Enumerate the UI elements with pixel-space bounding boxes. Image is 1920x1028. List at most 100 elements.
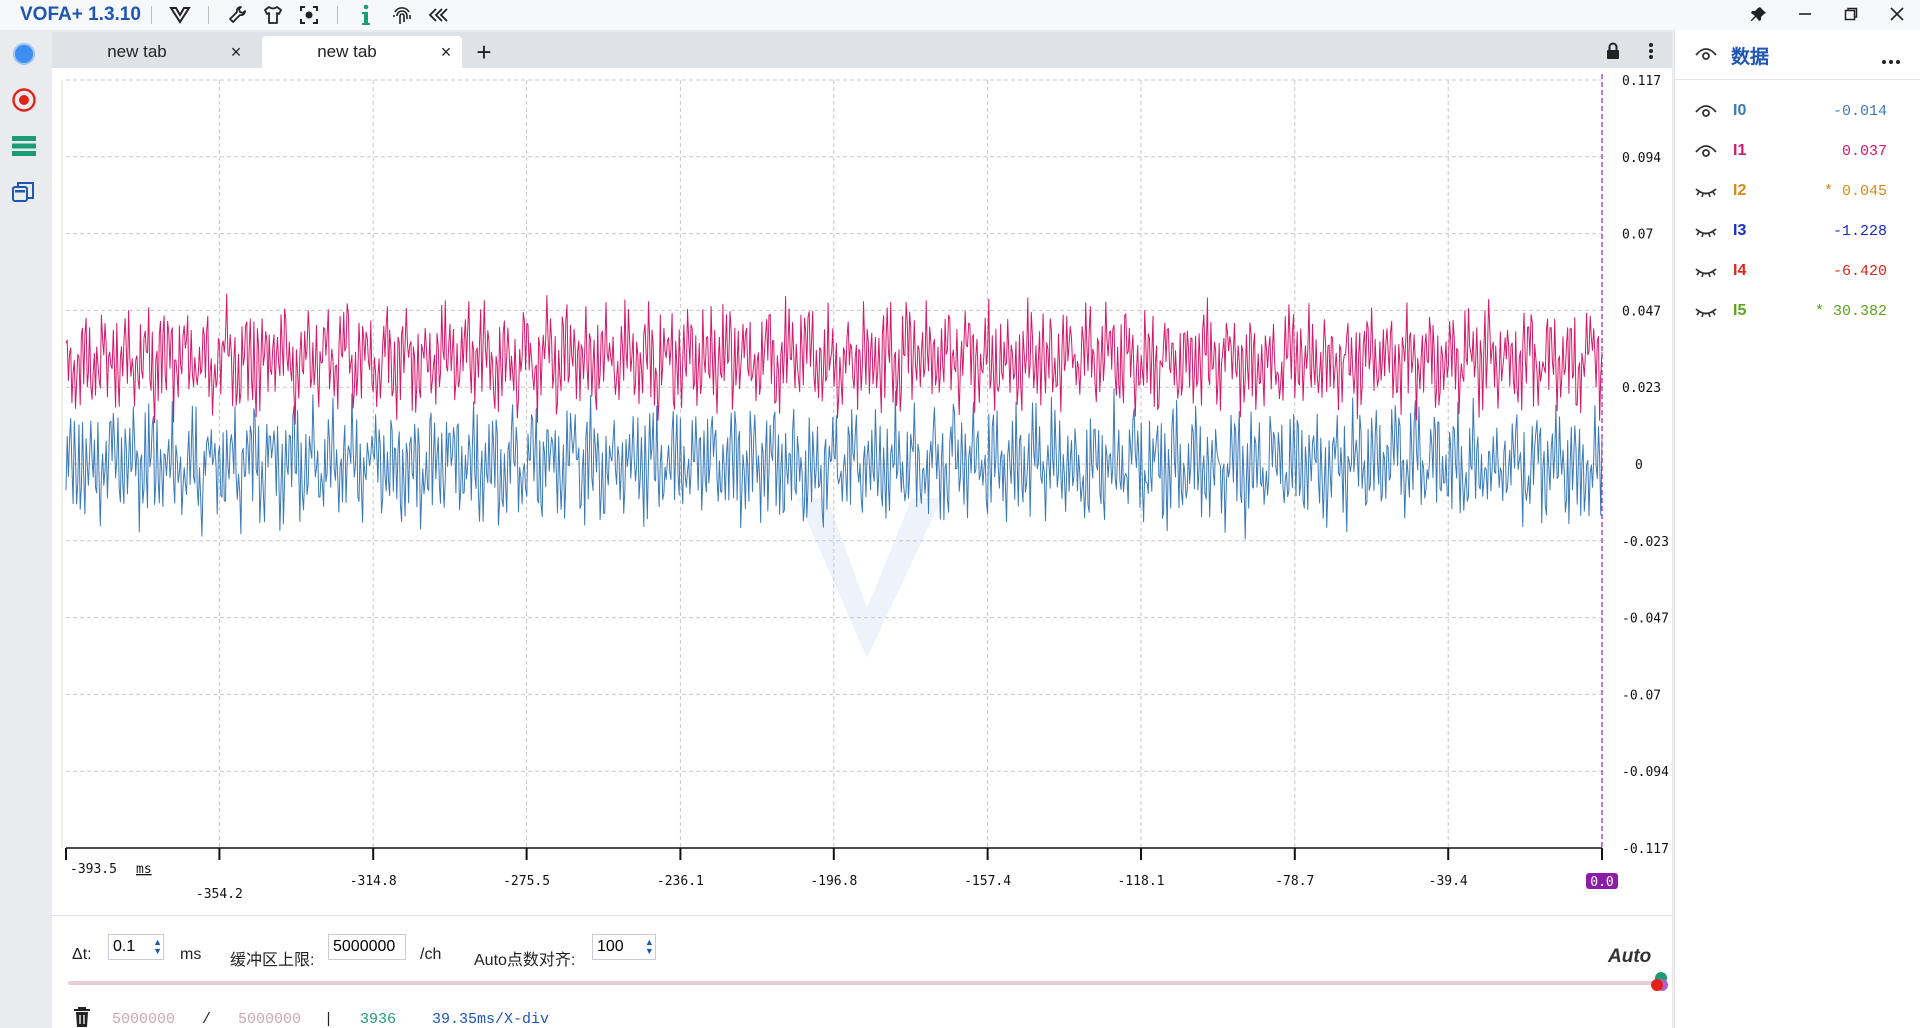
data-list-icon[interactable] [8,130,40,162]
tab-close-icon[interactable]: × [440,41,452,62]
y-tick-label: -0.047 [1622,612,1669,627]
tab-new-tab-1[interactable]: new tab × [52,36,252,68]
data-panel-title: 数据 [1731,47,1770,68]
channel-name: I4 [1733,262,1747,279]
toolbar-separator [336,6,338,24]
x-tick-label: -236.1 [657,874,704,889]
x-tick-label: -39.4 [1429,874,1468,889]
record-icon[interactable] [8,84,40,116]
tab-new-tab-2[interactable]: new tab × [262,36,462,68]
buffer-count-a: 5000000 [112,1011,176,1028]
dt-unit: ms [180,946,202,963]
x-cursor-badge [1586,873,1618,889]
shirt-icon[interactable] [255,1,291,29]
slider-handles[interactable] [1650,972,1672,1002]
channel-row-i4[interactable]: I4 -6.420 [1675,252,1920,292]
channel-row-i0[interactable]: I0 -0.014 [1675,92,1920,132]
spin-arrows-icon[interactable]: ▲ ▼ [153,937,162,956]
buffer-count-b: 5000000 [238,1011,302,1028]
channel-name: I1 [1733,142,1747,159]
fingerprint-icon[interactable] [384,1,420,29]
buffer-slider-track[interactable] [68,981,1663,985]
pin-icon[interactable] [1736,0,1782,28]
x-tick-label-cursor: 0.0 [1590,875,1613,890]
more-horizontal-icon[interactable] [1881,52,1901,70]
dt-input[interactable] [109,938,153,956]
tab-close-icon[interactable]: × [230,41,242,62]
buffer-input-box[interactable] [328,934,406,960]
waveform-plot[interactable]: 0.117 0.094 0.07 0.047 0.023 0 -0.023 -0.047 -0.… [52,68,1672,915]
y-tick-label: 0.094 [1622,151,1661,166]
auto-button[interactable]: Auto [1608,946,1652,967]
x-tick-label: -314.8 [350,874,397,889]
lock-icon[interactable] [1602,40,1624,62]
controls-panel: Δt: ▲▼ ms 缓冲区上限: /ch Auto点数对齐: ▲▼ Auto 5… [52,915,1672,1028]
dt-label: Δt: [72,946,92,963]
eye-open-icon[interactable] [1695,144,1717,160]
screenshot-icon[interactable] [291,1,327,29]
connect-circle-icon[interactable] [8,38,40,70]
more-vertical-icon[interactable] [1640,40,1662,62]
channel-name: I2 [1733,182,1747,199]
minimize-icon[interactable] [1782,0,1828,28]
eye-closed-icon[interactable] [1695,184,1717,200]
restore-icon[interactable] [1828,0,1874,28]
y-tick-label: 0.07 [1622,228,1653,243]
channel-name: I3 [1733,222,1747,239]
add-tab-icon[interactable]: + [476,36,492,67]
x-tick-label: -157.4 [964,874,1011,889]
data-panel: 数据 I0 -0.014 I1 0.037 I2 * 0.045 I3 -1.228 I4 -6.… [1674,30,1920,1028]
tab-bar: new tab × new tab × + [52,32,1672,68]
dt-spinbox[interactable]: ▲▼ [108,934,164,960]
protocol-logo-icon[interactable] [162,1,198,29]
eye-closed-icon[interactable] [1695,304,1717,320]
info-icon[interactable] [348,1,384,29]
eye-closed-icon[interactable] [1695,264,1717,280]
series-line-i0 [65,388,1603,540]
count-slash: / [202,1011,212,1028]
channel-row-i3[interactable]: I3 -1.228 [1675,212,1920,252]
align-label: Auto点数对齐: [474,952,576,969]
buffer-input[interactable] [329,938,405,956]
time-per-div: 39.35ms/X-div [432,1011,550,1028]
channel-value: -1.228 [1832,223,1887,240]
channel-row-i5[interactable]: I5 * 30.382 [1675,292,1920,332]
tab-label: new tab [107,42,167,61]
app-title: VOFA+ 1.3.10 [20,4,141,25]
channel-value: * 30.382 [1814,303,1887,320]
data-panel-header: 数据 [1675,30,1920,80]
toolbar-separator [150,6,152,24]
align-input[interactable] [593,938,644,956]
buffer-unit: /ch [420,946,442,963]
x-tick-label: -118.1 [1118,874,1165,889]
channel-row-i2[interactable]: I2 * 0.045 [1675,172,1920,212]
channel-value: -0.014 [1832,103,1887,120]
series-line-i1 [65,293,1603,425]
collapse-double-chevron-icon[interactable] [420,1,456,29]
align-spinbox[interactable]: ▲▼ [592,934,656,960]
x-tick-label: -196.8 [810,874,857,889]
close-icon[interactable] [1874,0,1920,28]
spin-arrows-icon[interactable]: ▲ ▼ [644,937,654,956]
channel-value: * 0.045 [1823,183,1887,200]
y-tick-label: 0.023 [1622,381,1661,396]
y-tick-label: 0.047 [1622,304,1661,319]
stat-separator: | [324,1011,334,1028]
trash-icon[interactable] [72,1006,92,1028]
wrench-icon[interactable] [219,1,255,29]
toolbar-separator [207,6,209,24]
eye-open-icon[interactable] [1695,104,1717,120]
slider-handle-red[interactable] [1651,979,1663,991]
channel-name: I0 [1733,102,1747,119]
eye-icon[interactable] [1695,47,1717,68]
watermark-logo [797,498,942,658]
eye-closed-icon[interactable] [1695,224,1717,240]
y-tick-label: -0.023 [1622,535,1669,550]
y-tick-label: 0.117 [1622,74,1661,89]
plot-svg[interactable]: 0.117 0.094 0.07 0.047 0.023 0 -0.023 -0.047 -0.… [52,68,1672,915]
windows-icon[interactable] [8,176,40,208]
channel-name: I5 [1733,302,1747,319]
x-unit-label: ms [136,862,152,877]
channel-row-i1[interactable]: I1 0.037 [1675,132,1920,172]
